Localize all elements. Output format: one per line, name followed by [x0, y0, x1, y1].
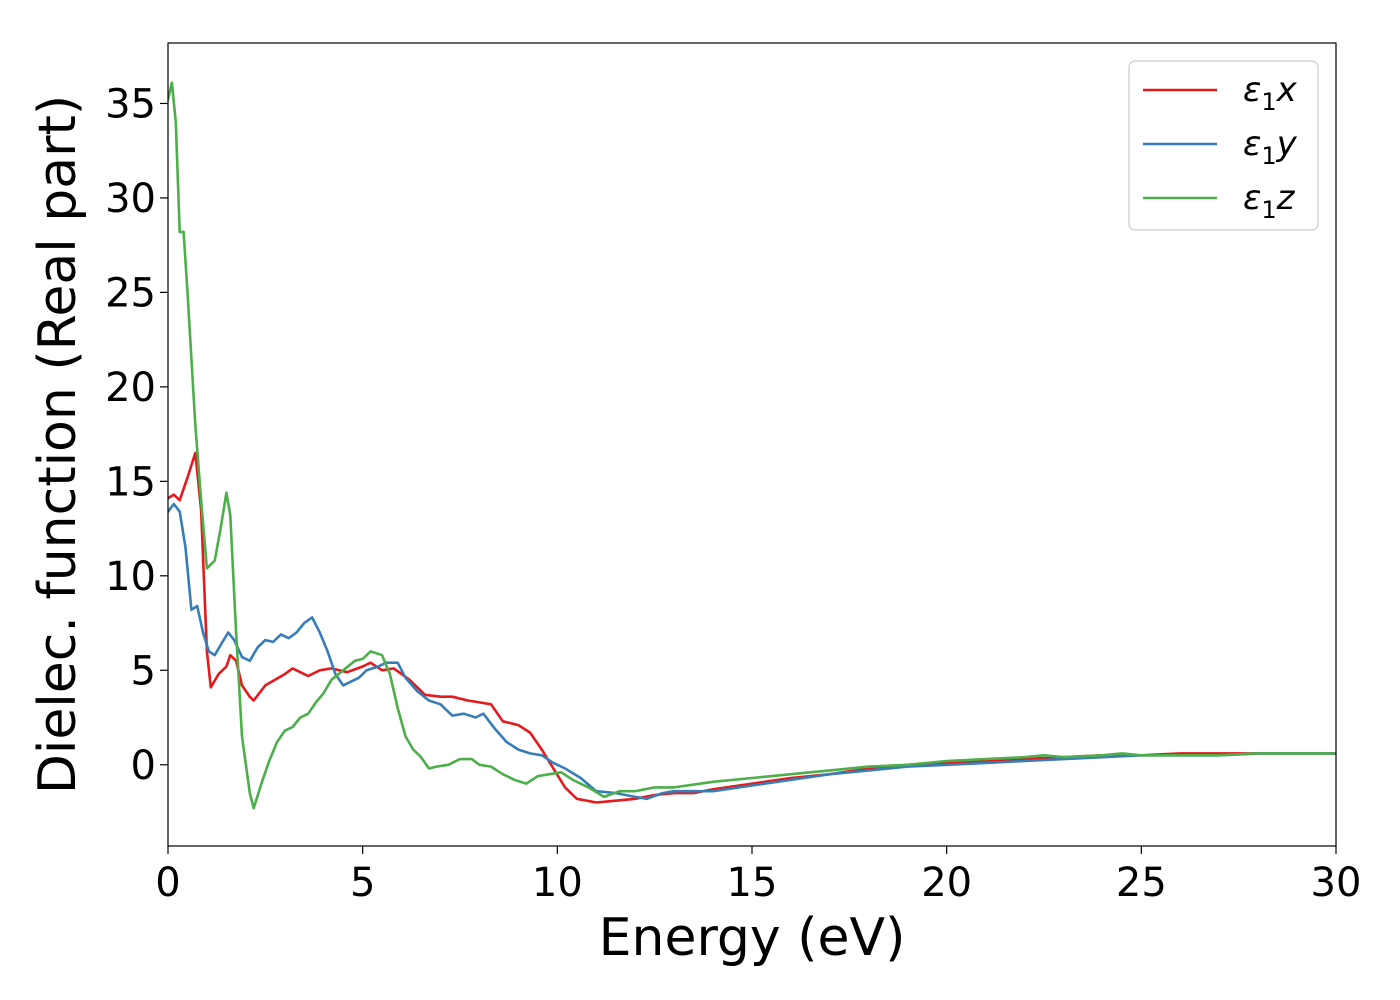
legend-label-x: ε1x [1243, 70, 1298, 116]
y-tick-label: 0 [131, 743, 156, 789]
legend-label-variable: y [1276, 124, 1298, 164]
legend-label-z: ε1z [1243, 178, 1296, 224]
y-tick-label: 30 [105, 176, 156, 222]
y-tick-label: 15 [105, 459, 156, 505]
legend-box [1128, 60, 1319, 231]
legend-label-base: ε [1243, 178, 1261, 218]
y-tick-label: 35 [105, 81, 156, 127]
x-tick-label: 10 [532, 860, 583, 906]
x-tick-label: 5 [350, 860, 375, 906]
x-axis-label: Energy (eV) [599, 908, 906, 968]
y-axis-label: Dielec. function (Real part) [28, 95, 88, 794]
y-axis-ticks: 0 5 10 15 20 25 30 35 [105, 81, 168, 789]
y-tick-label: 25 [105, 270, 156, 316]
x-axis-ticks: 0 5 10 15 20 25 30 [155, 846, 1361, 906]
legend-label-variable: z [1276, 178, 1296, 218]
y-tick-label: 20 [105, 365, 156, 411]
y-tick-label: 5 [131, 648, 156, 694]
x-tick-label: 15 [727, 860, 778, 906]
series-line-y [168, 502, 1336, 801]
legend-label-subscript: 1 [1261, 142, 1276, 170]
legend-label-subscript: 1 [1261, 196, 1276, 224]
plot-lines [168, 81, 1336, 810]
x-tick-label: 30 [1311, 860, 1362, 906]
legend-label-base: ε [1243, 70, 1261, 110]
legend-label-y: ε1y [1243, 124, 1298, 170]
legend-label-subscript: 1 [1261, 88, 1276, 116]
x-tick-label: 0 [155, 860, 180, 906]
series-line-z [168, 81, 1336, 810]
legend-label-variable: x [1276, 70, 1298, 110]
legend-label-base: ε [1243, 124, 1261, 164]
x-tick-label: 25 [1116, 860, 1167, 906]
y-tick-label: 10 [105, 554, 156, 600]
x-tick-label: 20 [921, 860, 972, 906]
